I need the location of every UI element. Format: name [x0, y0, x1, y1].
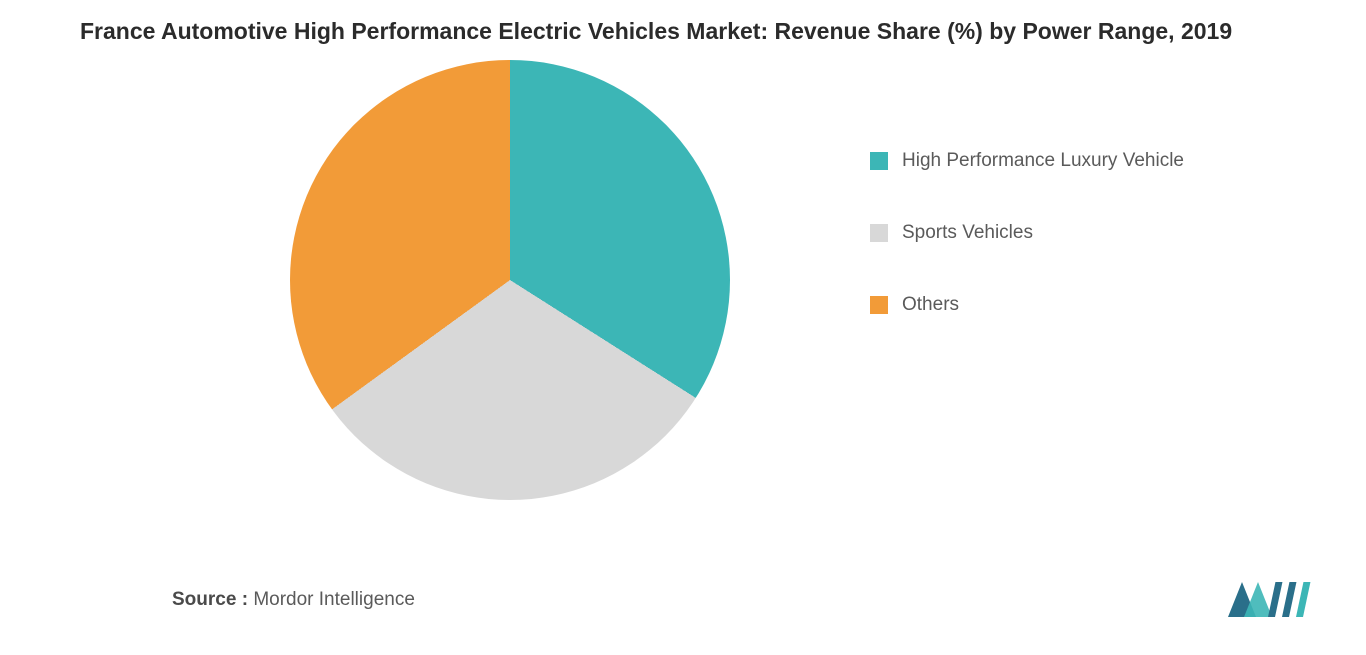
legend-swatch-icon [870, 152, 888, 170]
logo-shape [1282, 582, 1296, 617]
pie-chart [290, 60, 730, 500]
brand-logo-icon [1222, 570, 1312, 625]
logo-shape [1268, 582, 1282, 617]
pie-graphic [290, 60, 730, 500]
legend-item-others: Others [870, 294, 1184, 316]
legend-swatch-icon [870, 224, 888, 242]
legend-item-luxury: High Performance Luxury Vehicle [870, 150, 1184, 172]
chart-container: France Automotive High Performance Elect… [0, 0, 1366, 655]
legend-item-sports: Sports Vehicles [870, 222, 1184, 244]
legend-label: High Performance Luxury Vehicle [902, 150, 1184, 172]
logo-shape [1296, 582, 1310, 617]
chart-title: France Automotive High Performance Elect… [80, 18, 1286, 46]
legend-swatch-icon [870, 296, 888, 314]
source-value: Mordor Intelligence [253, 589, 415, 610]
legend: High Performance Luxury Vehicle Sports V… [870, 150, 1184, 316]
legend-label: Sports Vehicles [902, 222, 1033, 244]
source-citation: Source : Mordor Intelligence [172, 589, 415, 611]
legend-label: Others [902, 294, 959, 316]
source-label: Source : [172, 589, 248, 610]
